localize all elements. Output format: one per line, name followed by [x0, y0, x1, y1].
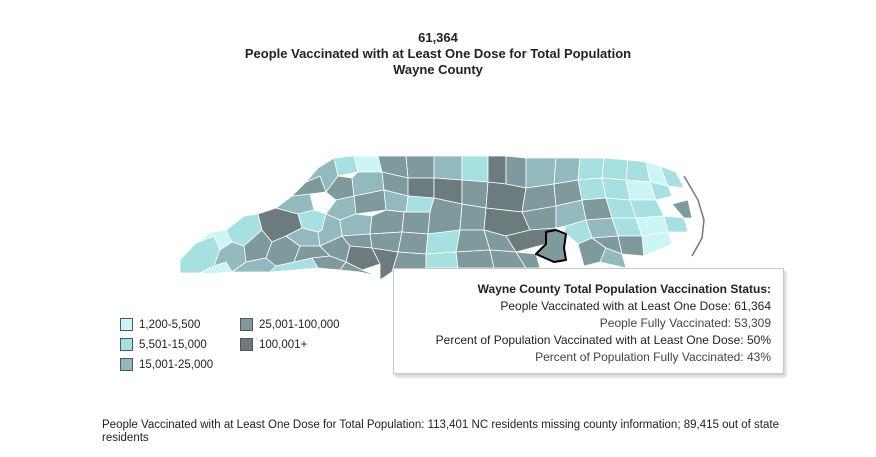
county-region[interactable] [487, 155, 507, 185]
county-region[interactable] [629, 199, 665, 219]
county-region[interactable] [369, 209, 405, 235]
county-region[interactable] [427, 197, 463, 235]
vaccinated-count: 61,364 [418, 30, 458, 45]
county-region[interactable] [461, 155, 489, 183]
county-region[interactable] [461, 179, 489, 209]
county-region[interactable] [525, 157, 557, 189]
legend-item: 25,001-100,000 [240, 318, 340, 331]
county-region[interactable] [601, 177, 631, 201]
county-region[interactable] [353, 155, 383, 173]
legend-item: 1,200-5,500 [120, 318, 200, 331]
county-region[interactable] [371, 247, 399, 281]
county-region[interactable] [433, 155, 463, 181]
county-region[interactable] [659, 165, 685, 189]
legend-label: 100,001+ [259, 338, 308, 351]
county-region[interactable] [649, 181, 673, 201]
tooltip-row-percent-fully: Percent of Population Fully Vaccinated: … [535, 350, 771, 364]
footnote: People Vaccinated with at Least One Dose… [102, 419, 779, 444]
county-region[interactable] [339, 261, 379, 277]
county-tooltip: Wayne County Total Population Vaccinatio… [393, 268, 784, 374]
map-title-text: People Vaccinated with at Least One Dose… [244, 46, 632, 61]
legend-item: 100,001+ [240, 338, 307, 351]
county-region[interactable] [425, 251, 459, 269]
county-region[interactable] [405, 195, 435, 213]
legend-item: 5,501-15,000 [120, 338, 207, 351]
county-region[interactable] [401, 211, 431, 235]
county-region[interactable] [601, 157, 629, 181]
county-region[interactable] [577, 177, 607, 201]
county-region[interactable] [641, 231, 673, 257]
county-region[interactable] [397, 231, 429, 255]
county-region[interactable] [617, 235, 645, 257]
county-region[interactable] [459, 203, 487, 231]
tooltip-title: Wayne County Total Population Vaccinatio… [477, 282, 771, 296]
legend-label: 25,001-100,000 [259, 318, 340, 331]
county-region[interactable] [311, 255, 347, 271]
county-region[interactable] [275, 193, 315, 215]
legend-swatch [240, 338, 253, 351]
county-region[interactable] [345, 245, 381, 271]
county-region[interactable] [455, 249, 495, 269]
tooltip-row-percent-one-dose: Percent of Population Vaccinated with at… [435, 333, 771, 347]
county-region[interactable] [505, 155, 527, 189]
county-region[interactable] [405, 155, 435, 179]
wayne-county[interactable] [535, 229, 567, 263]
county-region[interactable] [505, 227, 557, 253]
outer-banks [683, 175, 705, 257]
county-region[interactable] [577, 157, 605, 181]
legend-item: 15,001-25,000 [120, 358, 213, 371]
legend-swatch [120, 318, 133, 331]
legend-swatch [240, 318, 253, 331]
county-region[interactable] [663, 215, 689, 233]
legend-label: 15,001-25,000 [139, 358, 214, 371]
county-region[interactable] [671, 199, 693, 219]
legend-label: 5,501-15,000 [139, 338, 207, 351]
tooltip-row-one-dose: People Vaccinated with at Least One Dose… [500, 299, 771, 313]
tooltip-row-fully-vaccinated: People Fully Vaccinated: 53,309 [599, 316, 771, 330]
legend-swatch [120, 358, 133, 371]
county-region[interactable] [407, 177, 435, 199]
legend-label: 1,200-5,500 [139, 318, 201, 331]
county-region[interactable] [485, 181, 527, 213]
map-title: 61,364 People Vaccinated with at Least O… [0, 30, 876, 78]
legend-swatch [120, 338, 133, 351]
selected-county-name: Wayne County [393, 62, 483, 77]
county-region[interactable] [425, 229, 461, 255]
